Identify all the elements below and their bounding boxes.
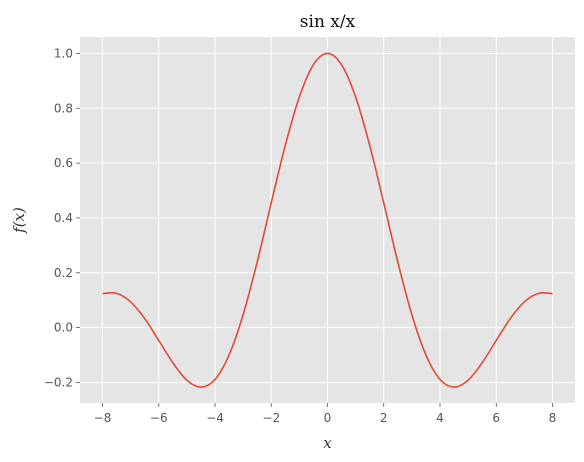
x-tick-label: 8 <box>549 411 557 425</box>
x-tick-label: 6 <box>492 411 500 425</box>
x-tick-label: 2 <box>380 411 388 425</box>
x-tick-label: 4 <box>436 411 444 425</box>
y-tick-label: 0.6 <box>54 156 73 170</box>
y-tick-label: 0.0 <box>54 321 73 335</box>
y-tick-label: 1.0 <box>54 46 73 60</box>
y-axis-ticks: −0.2 0.0 0.2 0.4 0.6 0.8 1.0 <box>44 46 80 389</box>
y-axis-label: f(x) <box>10 207 28 234</box>
grid <box>80 37 575 403</box>
y-tick-label: 0.4 <box>54 211 73 225</box>
series-line <box>102 52 553 388</box>
x-tick-label: −2 <box>262 411 280 425</box>
chart-title: sin x/x <box>300 12 356 32</box>
x-axis-label: x <box>323 434 332 452</box>
x-tick-label: −4 <box>206 411 224 425</box>
series-layer <box>102 52 553 388</box>
x-tick-label: 0 <box>324 411 332 425</box>
y-tick-label: 0.2 <box>54 266 73 280</box>
y-tick-label: −0.2 <box>44 375 73 389</box>
y-tick-label: 0.8 <box>54 101 73 115</box>
x-tick-label: −8 <box>94 411 112 425</box>
x-axis-ticks: −8 −6 −4 −2 0 2 4 6 8 <box>94 403 557 425</box>
x-tick-label: −6 <box>150 411 168 425</box>
